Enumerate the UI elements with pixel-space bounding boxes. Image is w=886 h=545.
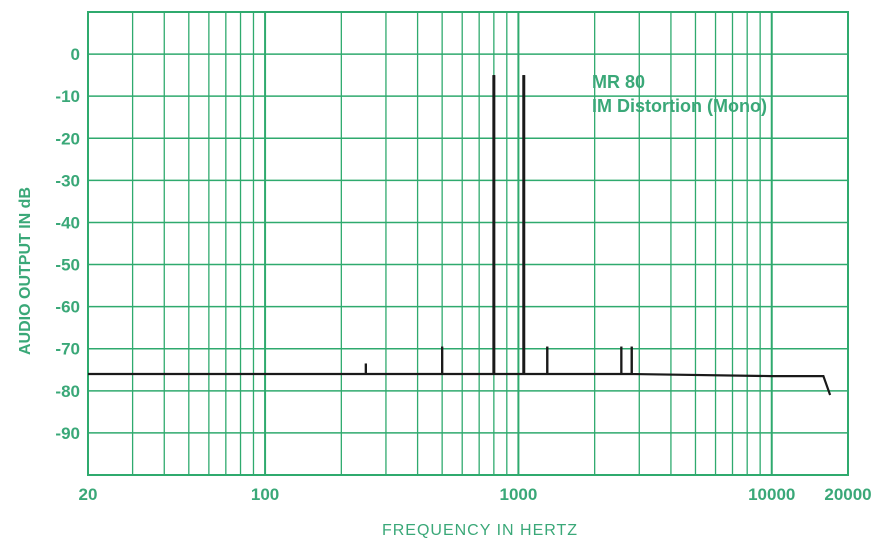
y-tick-label: -20 xyxy=(55,129,80,148)
y-tick-labels: 0 -10 -20 -30 -40 -50 -60 -70 -80 -90 xyxy=(55,45,80,443)
x-tick-labels: 20 100 1000 10000 20000 xyxy=(79,485,872,504)
chart-trace xyxy=(88,75,832,396)
y-tick-label: -30 xyxy=(55,171,80,190)
chart-annotation-test: IM Distortion (Mono) xyxy=(592,96,767,116)
y-tick-label: -40 xyxy=(55,213,80,232)
x-axis-title: FREQUENCY IN HERTZ xyxy=(382,522,578,539)
plot-frame xyxy=(87,11,849,476)
x-tick-label: 1000 xyxy=(499,485,537,504)
y-tick-label: -10 xyxy=(55,87,80,106)
x-tick-label: 20000 xyxy=(824,485,871,504)
distortion-trace xyxy=(88,75,832,396)
y-tick-label: 0 xyxy=(71,45,80,64)
x-tick-label: 100 xyxy=(251,485,279,504)
y-tick-label: -90 xyxy=(55,424,80,443)
x-tick-label: 10000 xyxy=(748,485,795,504)
y-tick-label: -80 xyxy=(55,382,80,401)
x-tick-label: 20 xyxy=(79,485,98,504)
chart-grid xyxy=(87,11,849,476)
y-tick-label: -60 xyxy=(55,298,80,317)
y-tick-label: -70 xyxy=(55,340,80,359)
y-axis-title: AUDIO OUTPUT IN dB xyxy=(17,187,34,355)
chart-annotation-model: MR 80 xyxy=(592,72,645,92)
y-tick-label: -50 xyxy=(55,256,80,275)
